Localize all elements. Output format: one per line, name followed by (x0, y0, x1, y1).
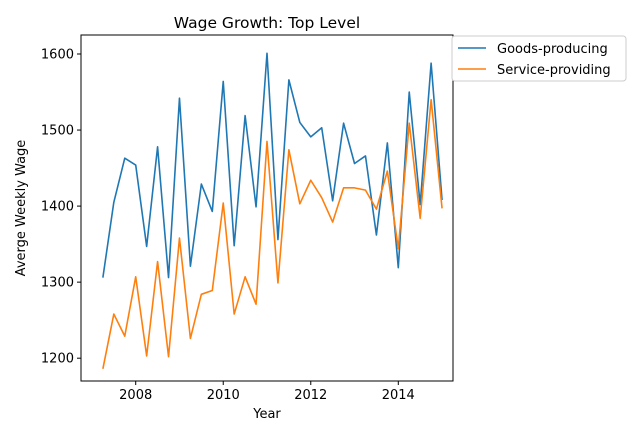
legend-label-service-providing: Service-providing (497, 63, 611, 78)
y-tick-label-1300: 1300 (41, 276, 74, 291)
chart-title: Wage Growth: Top Level (174, 14, 360, 32)
y-tick-label-1600: 1600 (41, 48, 74, 63)
x-tick-label-2014: 2014 (382, 388, 415, 403)
y-axis-label: Averge Weekly Wage (14, 140, 29, 277)
x-tick-label-2010: 2010 (207, 388, 240, 403)
legend: Goods-producing Service-providing (451, 35, 627, 82)
series-line-service-providing (102, 98, 443, 369)
x-tick-label-2012: 2012 (294, 388, 327, 403)
plot-area (81, 35, 453, 381)
x-tick-label-2008: 2008 (119, 388, 152, 403)
legend-box (451, 35, 627, 82)
y-tick-label-1400: 1400 (41, 200, 74, 215)
plot-frame (80, 34, 454, 382)
series-layer (102, 52, 443, 369)
axis-layer: 2008 2010 2012 2014 1200 1300 1400 1500 1600 (41, 48, 415, 403)
legend-label-goods-producing: Goods-producing (497, 42, 608, 57)
x-axis-label: Year (252, 407, 281, 422)
y-tick-label-1200: 1200 (41, 352, 74, 367)
series-line-goods-producing (102, 52, 443, 279)
y-tick-label-1500: 1500 (41, 124, 74, 139)
